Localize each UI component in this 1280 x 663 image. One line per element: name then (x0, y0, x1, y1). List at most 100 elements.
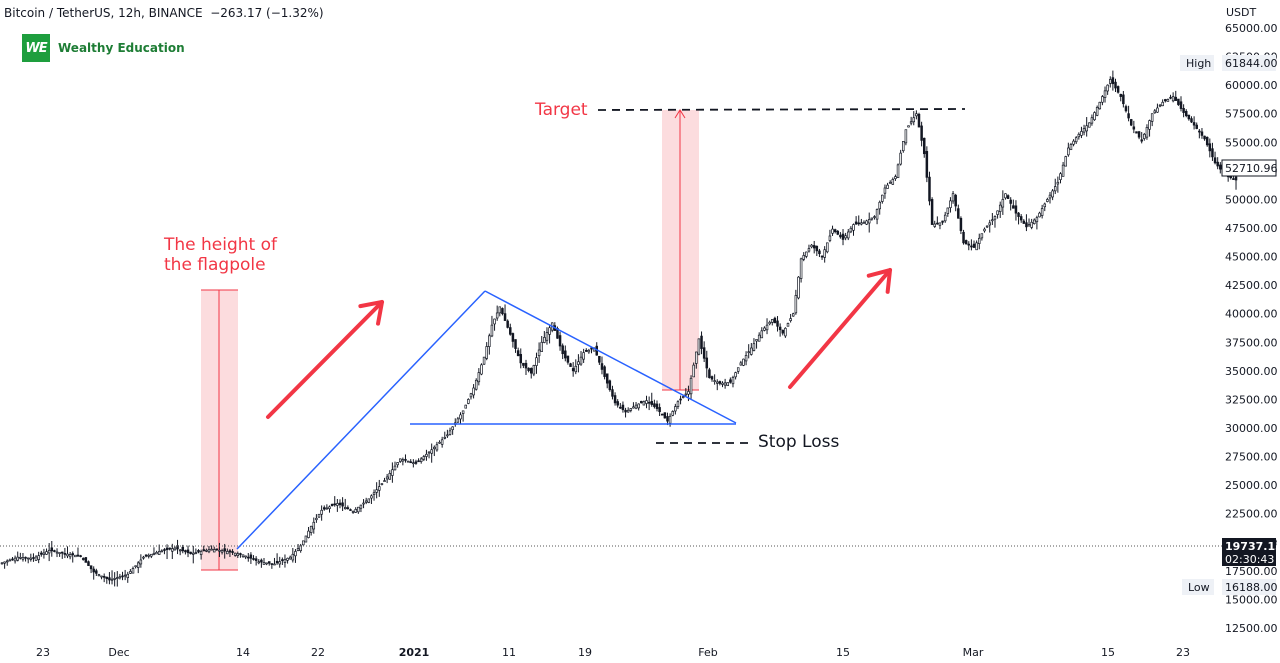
candle-body (456, 418, 460, 423)
candle-body (307, 530, 310, 538)
candle-body (262, 562, 266, 565)
candle-body (540, 341, 543, 352)
candle-body (304, 535, 308, 543)
candle-body (776, 320, 779, 327)
candle-body (1114, 81, 1117, 89)
candle-body (26, 557, 30, 560)
candle-body (527, 367, 530, 371)
candle-body (936, 222, 939, 225)
current-price-bg (1222, 538, 1276, 566)
candle-body (1001, 199, 1005, 208)
candle-body (771, 319, 774, 323)
candle-body (930, 199, 934, 225)
candle-body (1216, 161, 1219, 167)
candle-body (831, 228, 834, 234)
candle-body (330, 503, 334, 507)
candle-body (1098, 101, 1102, 110)
candle-body (663, 412, 667, 419)
candle-body (1093, 112, 1096, 121)
x-tick-label: 23 (1176, 646, 1190, 659)
candle-body (40, 552, 43, 555)
candle-body (823, 249, 826, 258)
candle-body (878, 201, 881, 210)
candle-body (370, 495, 373, 499)
candle-body (260, 559, 263, 563)
candle-body (469, 393, 473, 398)
candle-body (506, 320, 509, 328)
candle-body (873, 216, 876, 218)
x-tick-label: 2021 (399, 646, 430, 659)
candle-body (590, 347, 593, 350)
candle-body (1017, 212, 1020, 217)
candle-body (773, 317, 777, 324)
candle-body (325, 507, 329, 510)
low-value-bg (1222, 579, 1276, 595)
x-tick-label: 15 (1101, 646, 1115, 659)
candle-body (1219, 164, 1222, 170)
candle-body (752, 343, 756, 351)
candle-body (163, 549, 166, 551)
candle-body (833, 229, 837, 233)
candle-body (519, 354, 523, 364)
candle-body (922, 137, 926, 155)
candle-body (1022, 220, 1026, 224)
candle-body (323, 507, 326, 510)
candle-body (645, 400, 648, 404)
candle-body (658, 407, 661, 413)
last-price-label: 52710.96 (1225, 162, 1278, 175)
candle-body (739, 362, 743, 366)
candle-body (962, 231, 965, 244)
candle-body (810, 244, 813, 248)
candle-body (674, 406, 677, 412)
candle-body (320, 509, 323, 515)
candle-body (747, 351, 750, 354)
y-tick-label: 17500.00 (1225, 565, 1278, 578)
candle-body (291, 553, 295, 561)
candle-body (53, 550, 56, 552)
candle-body (852, 224, 855, 231)
candle-body (349, 509, 352, 511)
candle-body (1106, 84, 1109, 92)
candle-body (888, 181, 892, 184)
candle-body (624, 409, 627, 413)
candle-body (907, 125, 910, 128)
candle-body (257, 561, 261, 564)
candle-body (532, 365, 536, 375)
candle-body (844, 235, 847, 239)
candle-body (1119, 93, 1122, 97)
candle-body (679, 398, 682, 401)
candle-body (116, 577, 119, 579)
candle-body (461, 410, 465, 414)
candle-body (716, 381, 719, 384)
candle-body (1111, 77, 1115, 85)
up-arrow-head (358, 300, 384, 326)
candle-body (660, 413, 664, 416)
symbol-header: Bitcoin / TetherUS, 12h, BINANCE −263.17… (4, 6, 324, 20)
candle-body (220, 550, 224, 553)
candle-body (414, 461, 418, 464)
candle-body (1164, 99, 1167, 102)
candle-body (781, 329, 785, 334)
y-tick-label: 32500.00 (1225, 393, 1278, 406)
candle-body (689, 377, 693, 395)
candle-body (186, 549, 190, 554)
candle-body (249, 554, 253, 559)
x-tick-label: 19 (578, 646, 592, 659)
candle-body (1006, 195, 1010, 199)
candle-body (333, 503, 336, 506)
candle-body (95, 570, 98, 574)
y-tick-label: 47500.00 (1225, 222, 1278, 235)
candle-body (372, 492, 376, 495)
candle-body (401, 459, 405, 462)
candle-body (134, 565, 137, 568)
candle-body (464, 404, 467, 409)
x-tick-label: Mar (963, 646, 984, 659)
candle-body (634, 404, 638, 409)
candle-body (378, 486, 381, 491)
candle-body (608, 380, 612, 391)
candle-body (1014, 205, 1018, 214)
candle-body (168, 547, 171, 550)
candle-body (1137, 131, 1141, 138)
candle-body (1035, 217, 1039, 223)
